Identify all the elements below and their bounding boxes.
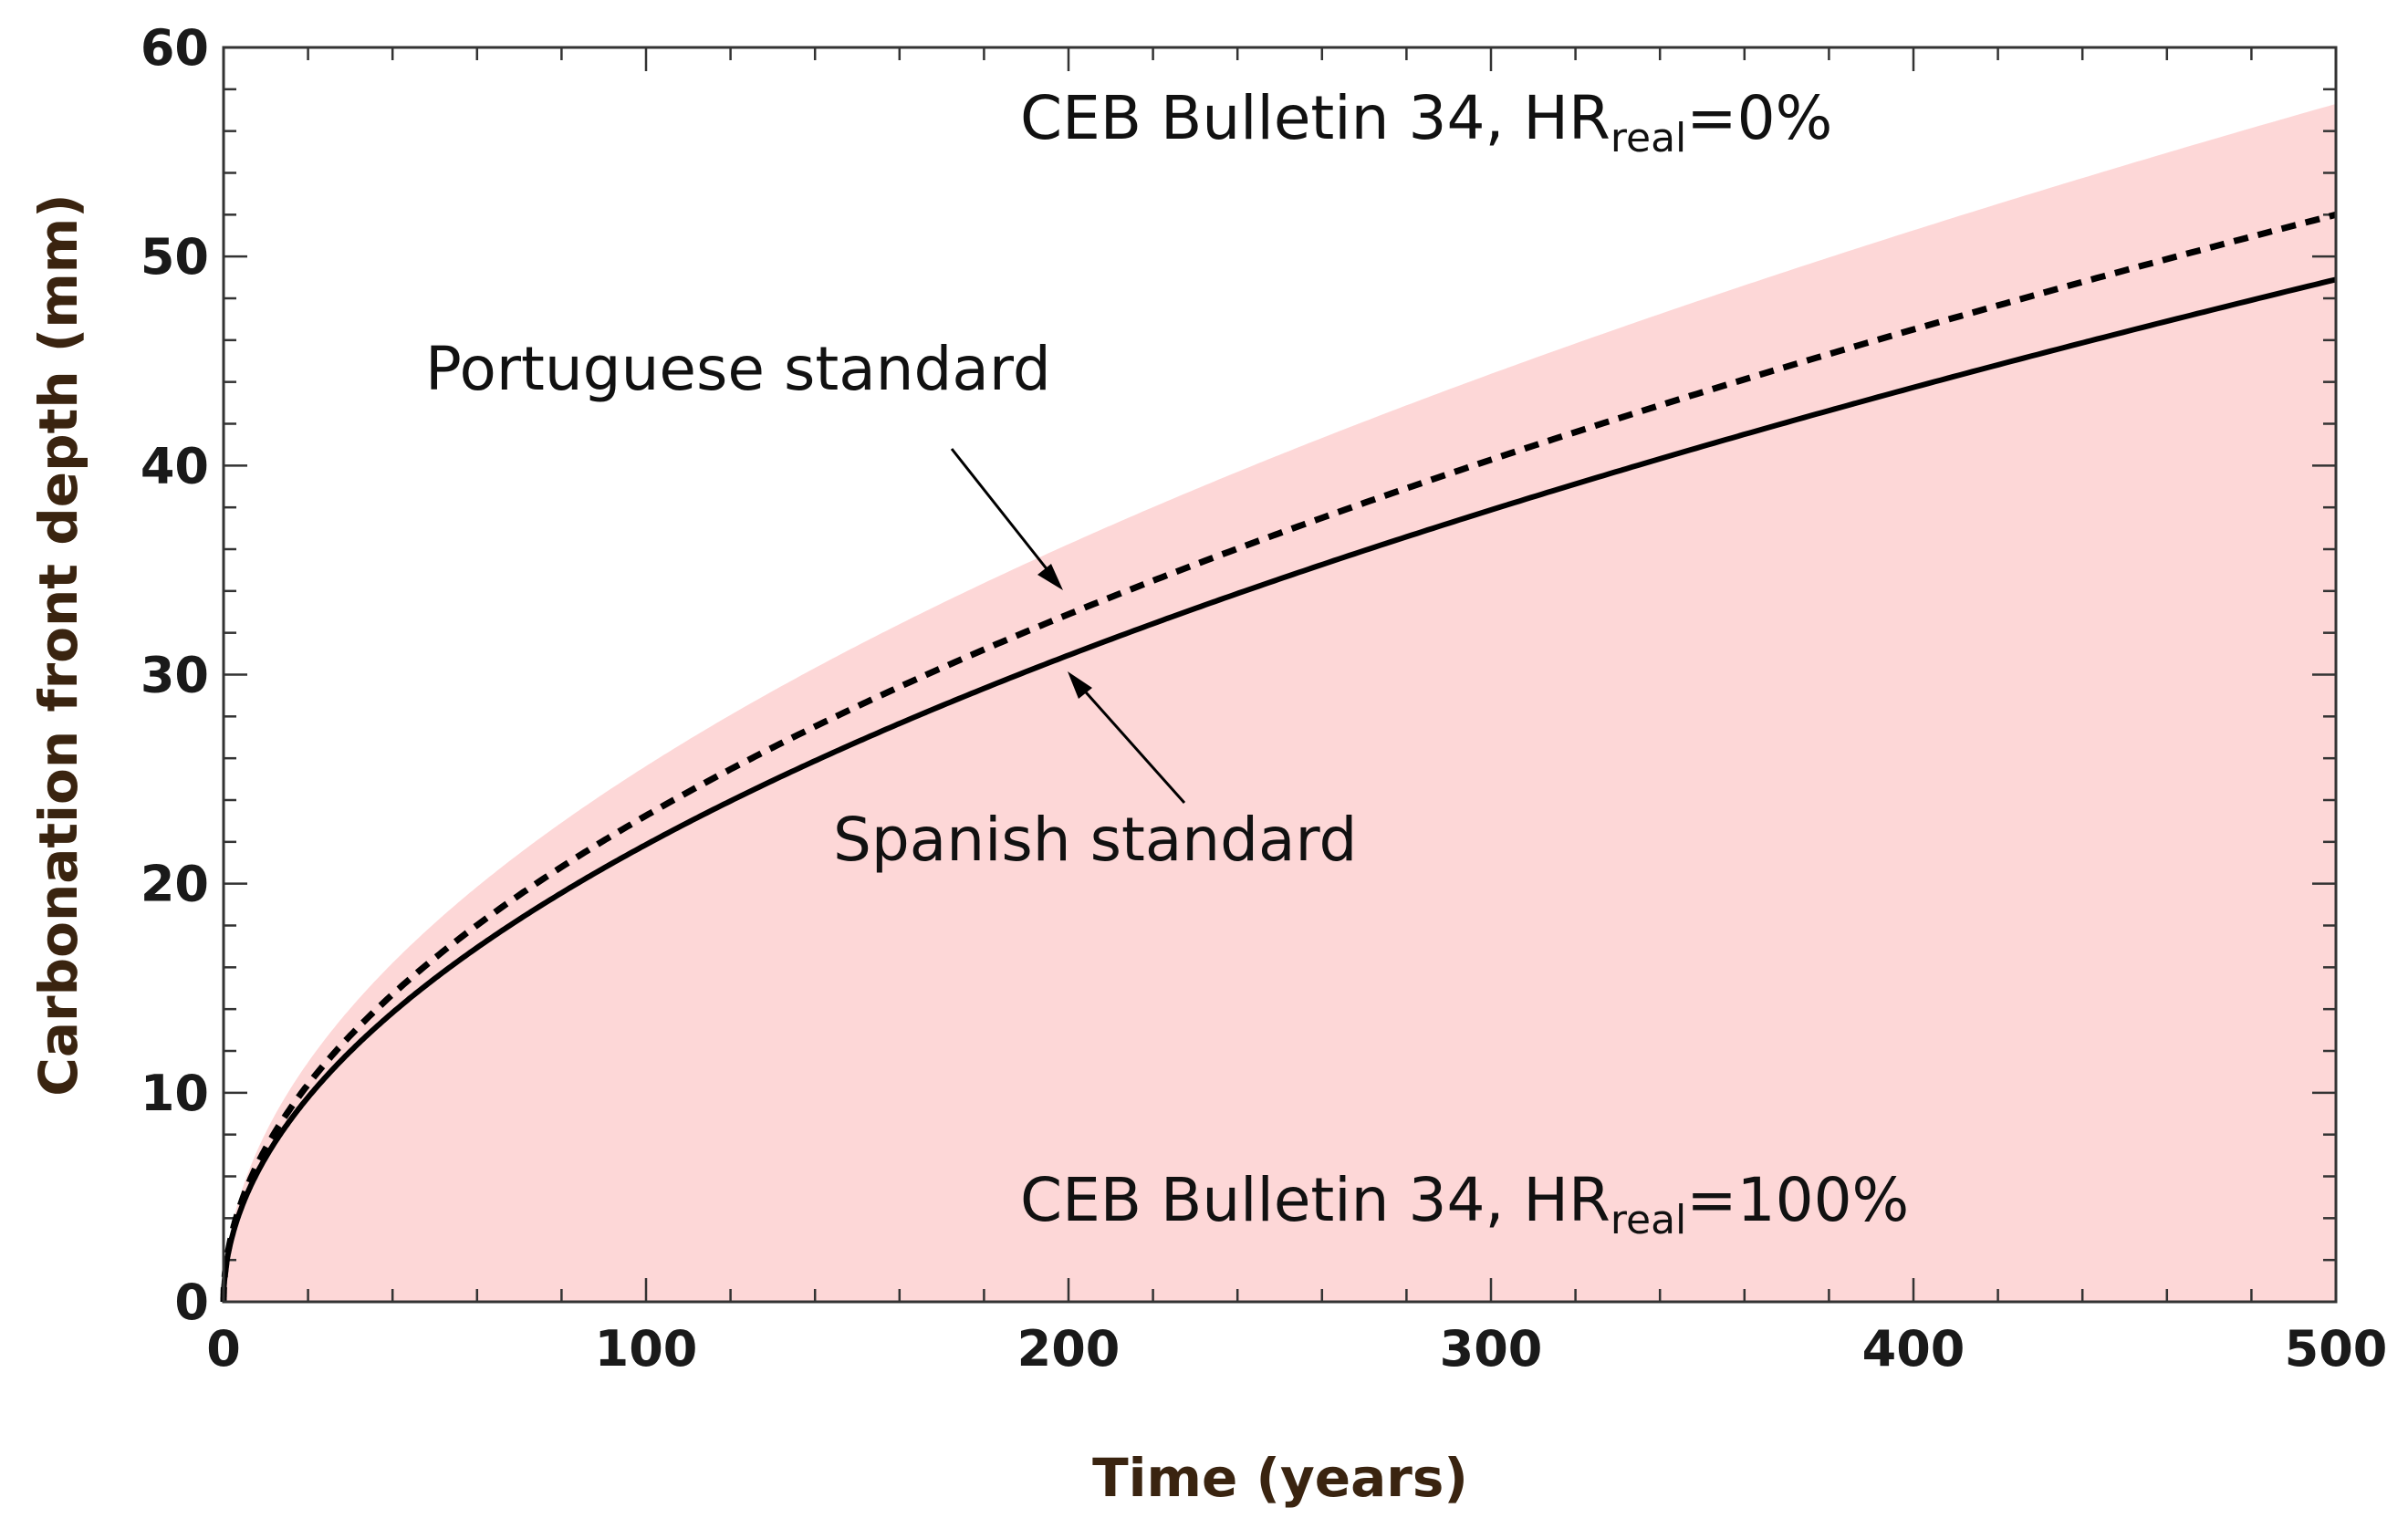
annotation-portuguese-standard: Portuguese standard xyxy=(425,334,1051,404)
x-tick-label: 100 xyxy=(595,1320,698,1378)
y-tick-label: 50 xyxy=(141,228,209,286)
y-tick-label: 40 xyxy=(141,437,209,494)
x-tick-label: 300 xyxy=(1440,1320,1543,1378)
y-tick-label: 10 xyxy=(141,1065,209,1122)
band-lower-label: CEB Bulletin 34, HRreal=100% xyxy=(1020,1165,1909,1243)
plot-frame xyxy=(222,46,2338,1304)
series-spanish-standard xyxy=(221,276,2337,1302)
ceb-range-band xyxy=(224,103,2336,1302)
x-axis-label: Time (years) xyxy=(1092,1447,1468,1509)
x-tick-label: 500 xyxy=(2285,1320,2388,1378)
annotation-spanish-standard: Spanish standard xyxy=(833,805,1357,875)
y-tick-label: 0 xyxy=(174,1274,209,1331)
series-portuguese-standard xyxy=(220,211,2337,1302)
axis-ticks xyxy=(222,46,2338,1304)
y-axis-label: Carbonation front depth (mm) xyxy=(27,193,89,1096)
y-tick-label: 60 xyxy=(141,19,209,77)
y-tick-label: 30 xyxy=(141,647,209,704)
arrow-portuguese-standard xyxy=(950,448,1060,585)
plot-area xyxy=(220,46,2338,1304)
band-upper-label: CEB Bulletin 34, HRreal=0% xyxy=(1020,83,1832,161)
x-tick-labels: 0 100 200 300 400 500 xyxy=(206,1320,2387,1378)
x-tick-label: 200 xyxy=(1017,1320,1121,1378)
x-tick-label: 0 xyxy=(206,1320,241,1378)
x-tick-label: 400 xyxy=(1862,1320,1965,1378)
arrowhead-spanish-standard xyxy=(1068,671,1092,699)
arrow-spanish-standard xyxy=(1070,676,1186,804)
y-tick-label: 20 xyxy=(141,856,209,913)
y-tick-labels: 0 10 20 30 40 50 60 xyxy=(141,19,209,1331)
arrowhead-portuguese-standard xyxy=(1037,564,1063,590)
